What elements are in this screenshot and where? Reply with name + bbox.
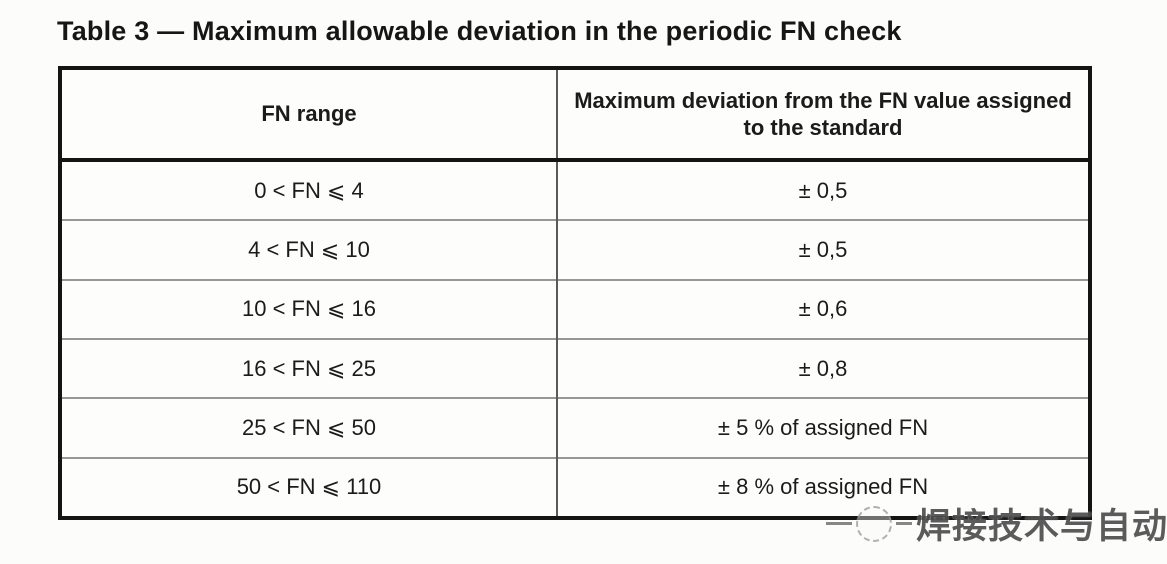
table-row: 0 < FN ⩽ 4 ± 0,5 [60, 160, 1090, 221]
table-header-row: FN range Maximum deviation from the FN v… [60, 68, 1090, 162]
deviation-cell: ± 0,8 [556, 337, 1090, 399]
table-row: 16 < FN ⩽ 25 ± 0,8 [60, 337, 1090, 399]
table-row: 4 < FN ⩽ 10 ± 0,5 [60, 219, 1090, 280]
fn-range-cell: 16 < FN ⩽ 25 [60, 337, 557, 399]
fn-range-cell: 50 < FN ⩽ 110 [60, 456, 557, 518]
deviation-cell: ± 0,5 [556, 160, 1090, 221]
deviation-cell: ± 8 % of assigned FN [556, 456, 1090, 518]
watermark-dash [826, 522, 852, 525]
fn-deviation-table: FN range Maximum deviation from the FN v… [58, 66, 1092, 520]
header-max-deviation: Maximum deviation from the FN value assi… [556, 68, 1090, 162]
fn-range-cell: 25 < FN ⩽ 50 [60, 397, 557, 458]
watermark-dash [896, 522, 912, 525]
deviation-cell: ± 0,6 [556, 278, 1090, 339]
deviation-cell: ± 5 % of assigned FN [556, 397, 1090, 458]
table-row: 50 < FN ⩽ 110 ± 8 % of assigned FN [60, 456, 1090, 518]
deviation-cell: ± 0,5 [556, 219, 1090, 280]
table-row: 10 < FN ⩽ 16 ± 0,6 [60, 278, 1090, 339]
header-fn-range: FN range [60, 68, 557, 162]
fn-range-cell: 10 < FN ⩽ 16 [60, 278, 557, 339]
table-row: 25 < FN ⩽ 50 ± 5 % of assigned FN [60, 397, 1090, 458]
fn-range-cell: 4 < FN ⩽ 10 [60, 219, 557, 280]
table-caption: Table 3 — Maximum allowable deviation in… [57, 16, 902, 46]
fn-range-cell: 0 < FN ⩽ 4 [254, 177, 364, 203]
